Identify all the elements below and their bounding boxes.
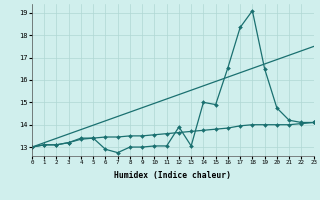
X-axis label: Humidex (Indice chaleur): Humidex (Indice chaleur) [114, 171, 231, 180]
